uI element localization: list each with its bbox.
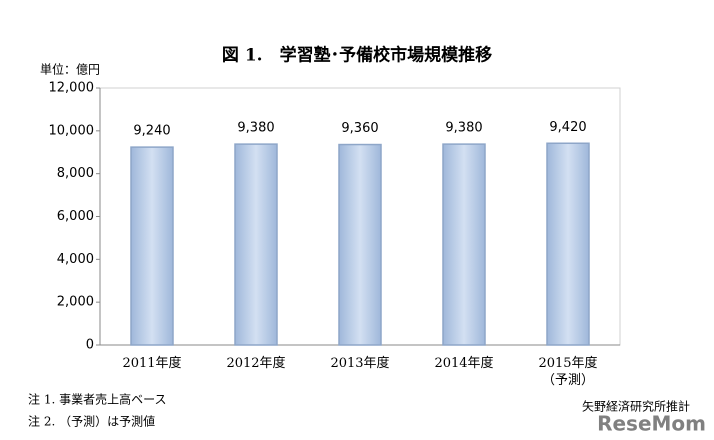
note: 注 2. （予測）は予測値: [28, 414, 155, 429]
bar: [338, 143, 382, 346]
note: 注 1. 事業者売上高ベース: [28, 392, 166, 407]
bar: [234, 143, 278, 346]
x-tick-label: 2015年度（予測）: [538, 355, 597, 388]
x-tick-label: 2013年度: [330, 355, 389, 371]
y-tick-label: 6,000: [57, 209, 94, 224]
bar: [546, 142, 590, 346]
value-label: 9,360: [341, 121, 378, 136]
value-label: 9,420: [549, 120, 586, 135]
value-label: 9,380: [237, 121, 274, 136]
unit-label: 単位：億円: [40, 62, 100, 77]
value-label: 9,380: [445, 121, 482, 136]
y-tick-label: 8,000: [57, 166, 94, 181]
chart-title: 図 1. 学習塾･予備校市場規模推移: [222, 45, 492, 66]
source: 矢野経済研究所推計: [582, 399, 690, 414]
y-tick-label: 4,000: [57, 252, 94, 267]
bar: [130, 146, 174, 346]
y-tick-label: 10,000: [49, 123, 95, 138]
y-tick-label: 12,000: [49, 81, 95, 96]
x-tick-label: 2011年度: [122, 355, 181, 371]
x-tick-label: 2014年度: [434, 355, 493, 371]
y-tick-label: 2,000: [57, 295, 94, 310]
bar: [442, 143, 486, 346]
y-tick-label: 0: [86, 338, 94, 353]
x-tick-label: 2012年度: [226, 355, 285, 371]
watermark: ReseMom: [597, 412, 706, 436]
value-label: 9,240: [133, 124, 170, 139]
